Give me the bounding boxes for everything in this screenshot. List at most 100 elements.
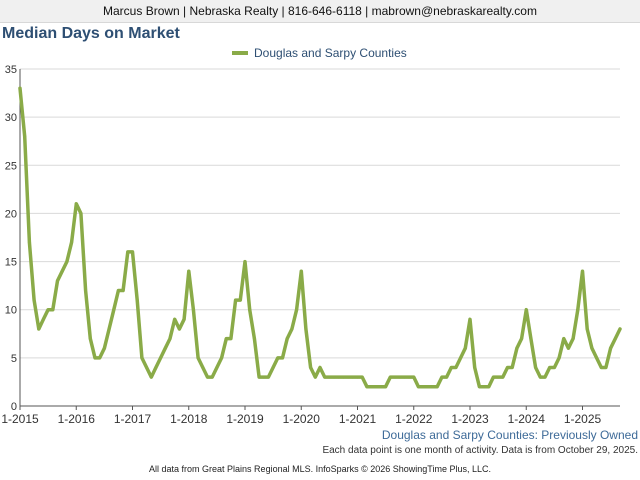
data-point [32,298,36,302]
data-point [510,365,514,369]
data-point [93,356,97,360]
data-point [482,385,486,389]
x-tick-label: 1-2017 [114,412,152,426]
y-tick-label: 25 [5,160,17,172]
data-point [515,346,519,350]
data-point [506,365,509,369]
chart-title: Median Days on Market [2,25,180,42]
data-point [449,365,453,369]
data-point [595,356,599,360]
data-point [538,375,542,379]
data-point [215,365,219,369]
agent-contact-text: Marcus Brown | Nebraska Realty | 816-646… [103,4,537,18]
data-point [576,308,580,312]
data-point [581,269,584,273]
data-point [98,356,102,360]
data-point [407,375,411,379]
data-point [126,250,130,254]
data-point [440,375,444,379]
data-point [187,269,191,273]
data-point [327,375,331,379]
data-point [140,356,144,360]
data-point [220,356,224,360]
y-tick-label: 10 [5,305,17,317]
data-point [529,337,533,341]
data-point [145,365,149,369]
data-point [552,365,556,369]
data-point [18,86,22,90]
data-point [346,375,350,379]
data-point [388,375,392,379]
data-point [56,279,59,283]
series-line [18,86,622,389]
data-point [468,317,472,321]
data-point [60,269,64,273]
data-point [173,317,177,321]
data-point [135,298,139,302]
data-point [431,385,434,389]
data-point [121,288,125,292]
x-tick-label: 1-2025 [564,412,602,426]
data-point [374,385,378,389]
data-point [421,385,425,389]
data-point [304,327,308,331]
data-point [238,298,242,302]
data-point [210,375,214,379]
data-point [309,365,313,369]
data-point [534,365,538,369]
data-point [473,365,477,369]
data-point [463,346,467,350]
y-tick-label: 0 [11,401,17,413]
data-point [571,337,575,341]
data-point [248,308,252,312]
data-point [379,385,383,389]
data-point [604,365,608,369]
data-point [609,346,613,350]
data-point [88,337,92,341]
data-point [107,327,111,331]
data-point [599,365,603,369]
data-point [281,356,284,360]
data-point [112,308,116,312]
x-tick-label: 1-2020 [283,412,321,426]
data-point [41,317,45,321]
data-point [131,250,134,254]
data-point [454,365,458,369]
chart-legend: Douglas and Sarpy Counties [232,46,407,60]
x-tick-label: 1-2016 [58,412,96,426]
data-point [299,269,303,273]
data-point [402,375,406,379]
agent-contact-bar: Marcus Brown | Nebraska Realty | 816-646… [0,0,640,23]
series-layer [18,86,622,389]
data-point [426,385,430,389]
data-point [416,385,420,389]
chart-subtitle: Douglas and Sarpy Counties: Previously O… [381,428,638,442]
legend-swatch [232,51,248,55]
y-tick-label: 35 [5,64,17,76]
data-point [398,375,402,379]
data-point [323,375,327,379]
data-point [285,337,289,341]
x-tick-label: 1-2024 [508,412,546,426]
y-tick-label: 20 [5,208,17,220]
grid-lines [20,68,620,359]
data-point [206,375,209,379]
data-point [360,375,364,379]
legend-label: Douglas and Sarpy Counties [254,46,407,60]
data-point [276,356,280,360]
data-point [163,346,167,350]
data-point [332,375,336,379]
data-point [266,375,270,379]
data-point [243,260,247,264]
data-point [290,327,294,331]
data-point [70,240,74,244]
x-tick-label: 1-2015 [1,412,39,426]
data-point [365,385,369,389]
data-point [501,375,505,379]
data-point [37,327,41,331]
data-point [393,375,397,379]
data-point [496,375,500,379]
data-point [613,337,617,341]
data-point [566,346,570,350]
data-point [459,356,463,360]
